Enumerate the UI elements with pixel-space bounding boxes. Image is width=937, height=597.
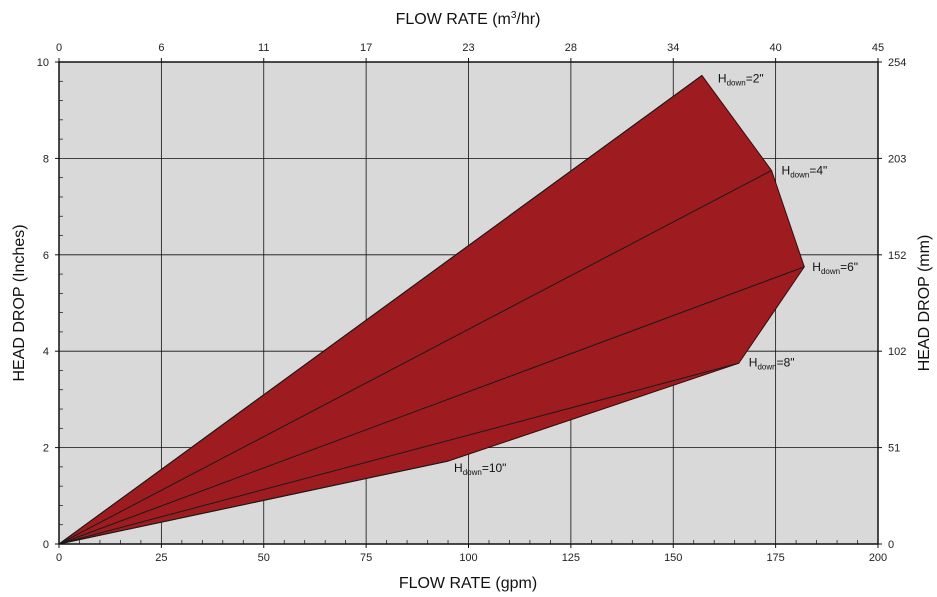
x2-tick-label: 28 [565, 42, 577, 54]
x-tick-label: 175 [766, 552, 784, 564]
x-tick-label: 125 [562, 552, 580, 564]
curve-labels: Hdown=2" Hdown=4" Hdown=6" Hdown=8" Hdown=10… [454, 71, 858, 477]
y2-axis-title: HEAD DROP (mm) [916, 235, 933, 372]
x-tick-label: 50 [258, 552, 270, 564]
y2-tick-label: 152 [888, 250, 906, 262]
x2-tick-label: 40 [770, 42, 782, 54]
x2-tick-label: 17 [360, 42, 372, 54]
y2-tick-label: 102 [888, 346, 906, 358]
x-axis-title: FLOW RATE (gpm) [399, 575, 537, 592]
y-tick-label: 6 [43, 250, 49, 262]
curve-label: Hdown=10" [454, 461, 506, 477]
y-tick-label: 2 [43, 443, 49, 455]
x-tick-label: 150 [664, 552, 682, 564]
y-tick-label: 0 [43, 539, 49, 551]
series-line [58, 266, 805, 545]
x2-tick-label: 11 [258, 42, 269, 54]
x2-tick-label: 23 [462, 42, 474, 54]
x-tick-label: 200 [869, 552, 887, 564]
x2-tick-label: 45 [872, 42, 884, 54]
x2-axis-title: FLOW RATE (m3/hr) [396, 10, 541, 28]
curve-label: Hdown=6" [812, 260, 858, 276]
series-line [58, 75, 703, 545]
y-axis-title: HEAD DROP (Inches) [11, 224, 28, 381]
series-lines [58, 75, 805, 545]
series-line [58, 170, 772, 545]
x2-tick-label: 34 [667, 42, 679, 54]
x-tick-label: 25 [155, 552, 167, 564]
x-tick-label: 75 [360, 552, 372, 564]
y2-tick-label: 254 [888, 57, 906, 69]
x2-tick-label: 6 [158, 42, 164, 54]
y2-tick-label: 51 [888, 443, 900, 455]
y-tick-label: 8 [43, 153, 49, 165]
y-tick-label: 10 [37, 57, 49, 69]
x-tick-label: 100 [459, 552, 477, 564]
x-tick-label: 0 [56, 552, 62, 564]
series-line [58, 460, 449, 545]
series-line [58, 362, 739, 545]
y-tick-label: 4 [43, 346, 49, 358]
x2-tick-label: 0 [56, 42, 62, 54]
y2-tick-label: 0 [888, 539, 894, 551]
curve-label: Hdown=2" [718, 71, 764, 87]
curve-label: Hdown=4" [782, 163, 828, 179]
y2-tick-label: 203 [888, 153, 906, 165]
curve-label: Hdown=8" [749, 355, 795, 371]
